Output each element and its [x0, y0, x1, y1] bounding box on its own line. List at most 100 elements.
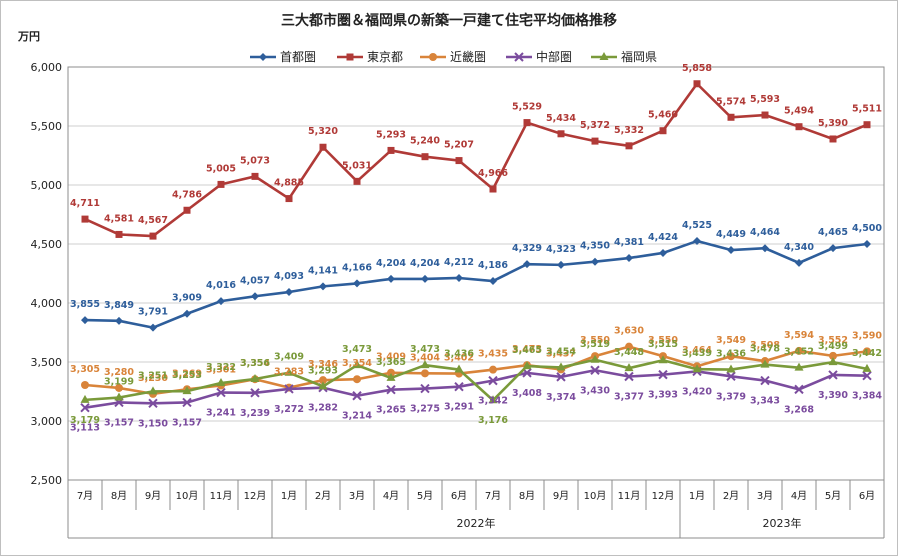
x-tick-label: 6月 [859, 490, 875, 502]
data-label: 3,322 [206, 362, 236, 373]
data-point [149, 232, 157, 240]
data-label: 3,855 [70, 299, 100, 310]
data-point [81, 215, 89, 223]
legend-marker [429, 53, 437, 61]
data-point [591, 257, 599, 266]
x-tick-label: 10月 [584, 490, 607, 502]
data-label: 3,354 [342, 358, 372, 369]
x-tick-label: 5月 [417, 490, 433, 502]
data-point [352, 360, 362, 369]
data-label: 5,320 [308, 126, 338, 137]
data-label: 3,448 [614, 347, 644, 358]
data-label: 3,390 [818, 390, 848, 401]
series-line [84, 82, 868, 238]
data-label: 4,016 [206, 280, 236, 291]
data-point [625, 254, 633, 263]
data-label: 4,424 [648, 232, 678, 243]
data-point [795, 258, 803, 267]
x-tick-label: 12月 [652, 490, 675, 502]
data-label: 3,549 [716, 335, 746, 346]
legend-label: 首都圏 [280, 50, 316, 64]
data-point [285, 195, 293, 203]
data-label: 3,473 [410, 344, 440, 355]
data-point [760, 359, 770, 368]
data-label: 5,434 [546, 113, 576, 124]
data-label: 5,207 [444, 140, 474, 151]
data-label: 3,478 [750, 344, 780, 355]
data-point [692, 364, 702, 373]
data-label: 4,323 [546, 244, 576, 255]
data-point [794, 384, 804, 395]
data-point [149, 323, 157, 332]
data-label: 3,241 [206, 408, 236, 419]
data-label: 3,515 [648, 339, 678, 350]
data-point [387, 274, 395, 283]
data-point [726, 364, 736, 373]
data-point [387, 146, 395, 154]
data-point [421, 369, 429, 378]
data-label: 3,393 [648, 390, 678, 401]
data-label: 4,329 [512, 243, 542, 254]
data-label: 5,390 [818, 118, 848, 129]
data-labels: 3,855 3,849 3,791 3,909 4,016 4,057 4,093 4,141… [70, 63, 882, 434]
data-point [353, 177, 361, 185]
data-point [489, 185, 497, 193]
data-point [319, 282, 327, 291]
data-label: 4,340 [784, 242, 814, 253]
data-label: 3,464 [682, 345, 712, 356]
data-label: 3,157 [172, 417, 202, 428]
data-point [284, 367, 294, 376]
data-point [862, 370, 872, 381]
x-tick-label: 4月 [383, 490, 399, 502]
data-label: 4,141 [308, 265, 338, 276]
data-point [862, 363, 872, 372]
data-label: 3,342 [478, 396, 508, 407]
data-point [795, 123, 803, 131]
data-point [523, 260, 531, 269]
data-point [795, 346, 803, 355]
y-axis-ticks: 2,500 3,000 3,500 4,000 4,500 5,000 5,500 6,000 [31, 61, 63, 487]
data-label: 3,409 [376, 352, 406, 363]
data-point [318, 381, 328, 390]
data-label: 5,293 [376, 129, 406, 140]
data-label: 3,365 [376, 357, 406, 368]
data-label: 3,409 [274, 352, 304, 363]
data-label: 3,550 [648, 335, 678, 346]
data-label: 5,460 [648, 110, 678, 121]
data-point [761, 244, 769, 253]
data-label: 3,301 [206, 364, 236, 375]
x-tick-label: 8月 [111, 490, 127, 502]
data-point [726, 371, 736, 381]
series-line [84, 239, 868, 329]
data-label: 3,499 [818, 341, 848, 352]
data-label: 3,251 [138, 370, 168, 381]
data-point [624, 363, 634, 372]
x-tick-label: 11月 [618, 490, 641, 502]
data-point [216, 378, 226, 387]
data-label: 4,166 [342, 262, 372, 273]
data-label: 5,494 [784, 106, 814, 117]
data-point [80, 394, 90, 403]
y-tick-label: 5,000 [31, 179, 63, 192]
data-label: 3,253 [172, 370, 202, 381]
data-point [115, 316, 123, 325]
data-point [353, 279, 361, 288]
data-label: 3,594 [784, 330, 814, 341]
data-label: 3,354 [240, 358, 270, 369]
data-label: 3,230 [138, 373, 168, 384]
data-label: 3,293 [308, 365, 338, 376]
data-point [727, 352, 735, 361]
x-tick-label: 1月 [281, 490, 297, 502]
data-label: 3,379 [716, 391, 746, 402]
legend-label: 中部圏 [536, 49, 572, 64]
data-label: 4,204 [410, 258, 440, 269]
data-point [421, 153, 429, 161]
data-point [352, 391, 362, 401]
data-label: 4,186 [478, 260, 508, 271]
data-point [386, 372, 396, 381]
data-point [625, 342, 633, 351]
data-point [421, 274, 429, 283]
data-point [148, 398, 158, 409]
data-label: 4,464 [750, 227, 780, 238]
data-label: 3,282 [308, 403, 338, 414]
